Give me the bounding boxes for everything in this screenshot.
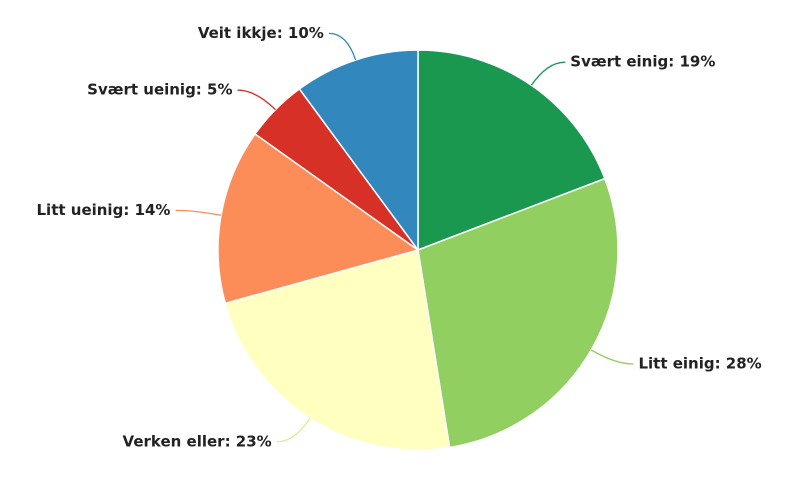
label-connector (530, 61, 566, 86)
pie-slice (224, 249, 451, 451)
pie-slice (298, 49, 419, 253)
label-connector (590, 349, 634, 365)
label-connector (237, 89, 276, 111)
pie-slice (417, 177, 619, 449)
data-label: Litt ueinig: 14% (37, 201, 171, 219)
label-connector (175, 209, 222, 216)
pie-slice (217, 132, 420, 305)
data-label: Svært einig: 19% (570, 53, 715, 71)
data-label: Verken eller: 23% (123, 432, 272, 450)
data-label: Litt einig: 28% (638, 355, 761, 373)
pie-slice (417, 49, 606, 252)
data-label: Svært ueinig: 5% (87, 81, 232, 99)
label-connector (328, 32, 357, 61)
label-connector (276, 417, 311, 443)
data-label: Veit ikkje: 10% (198, 24, 324, 42)
